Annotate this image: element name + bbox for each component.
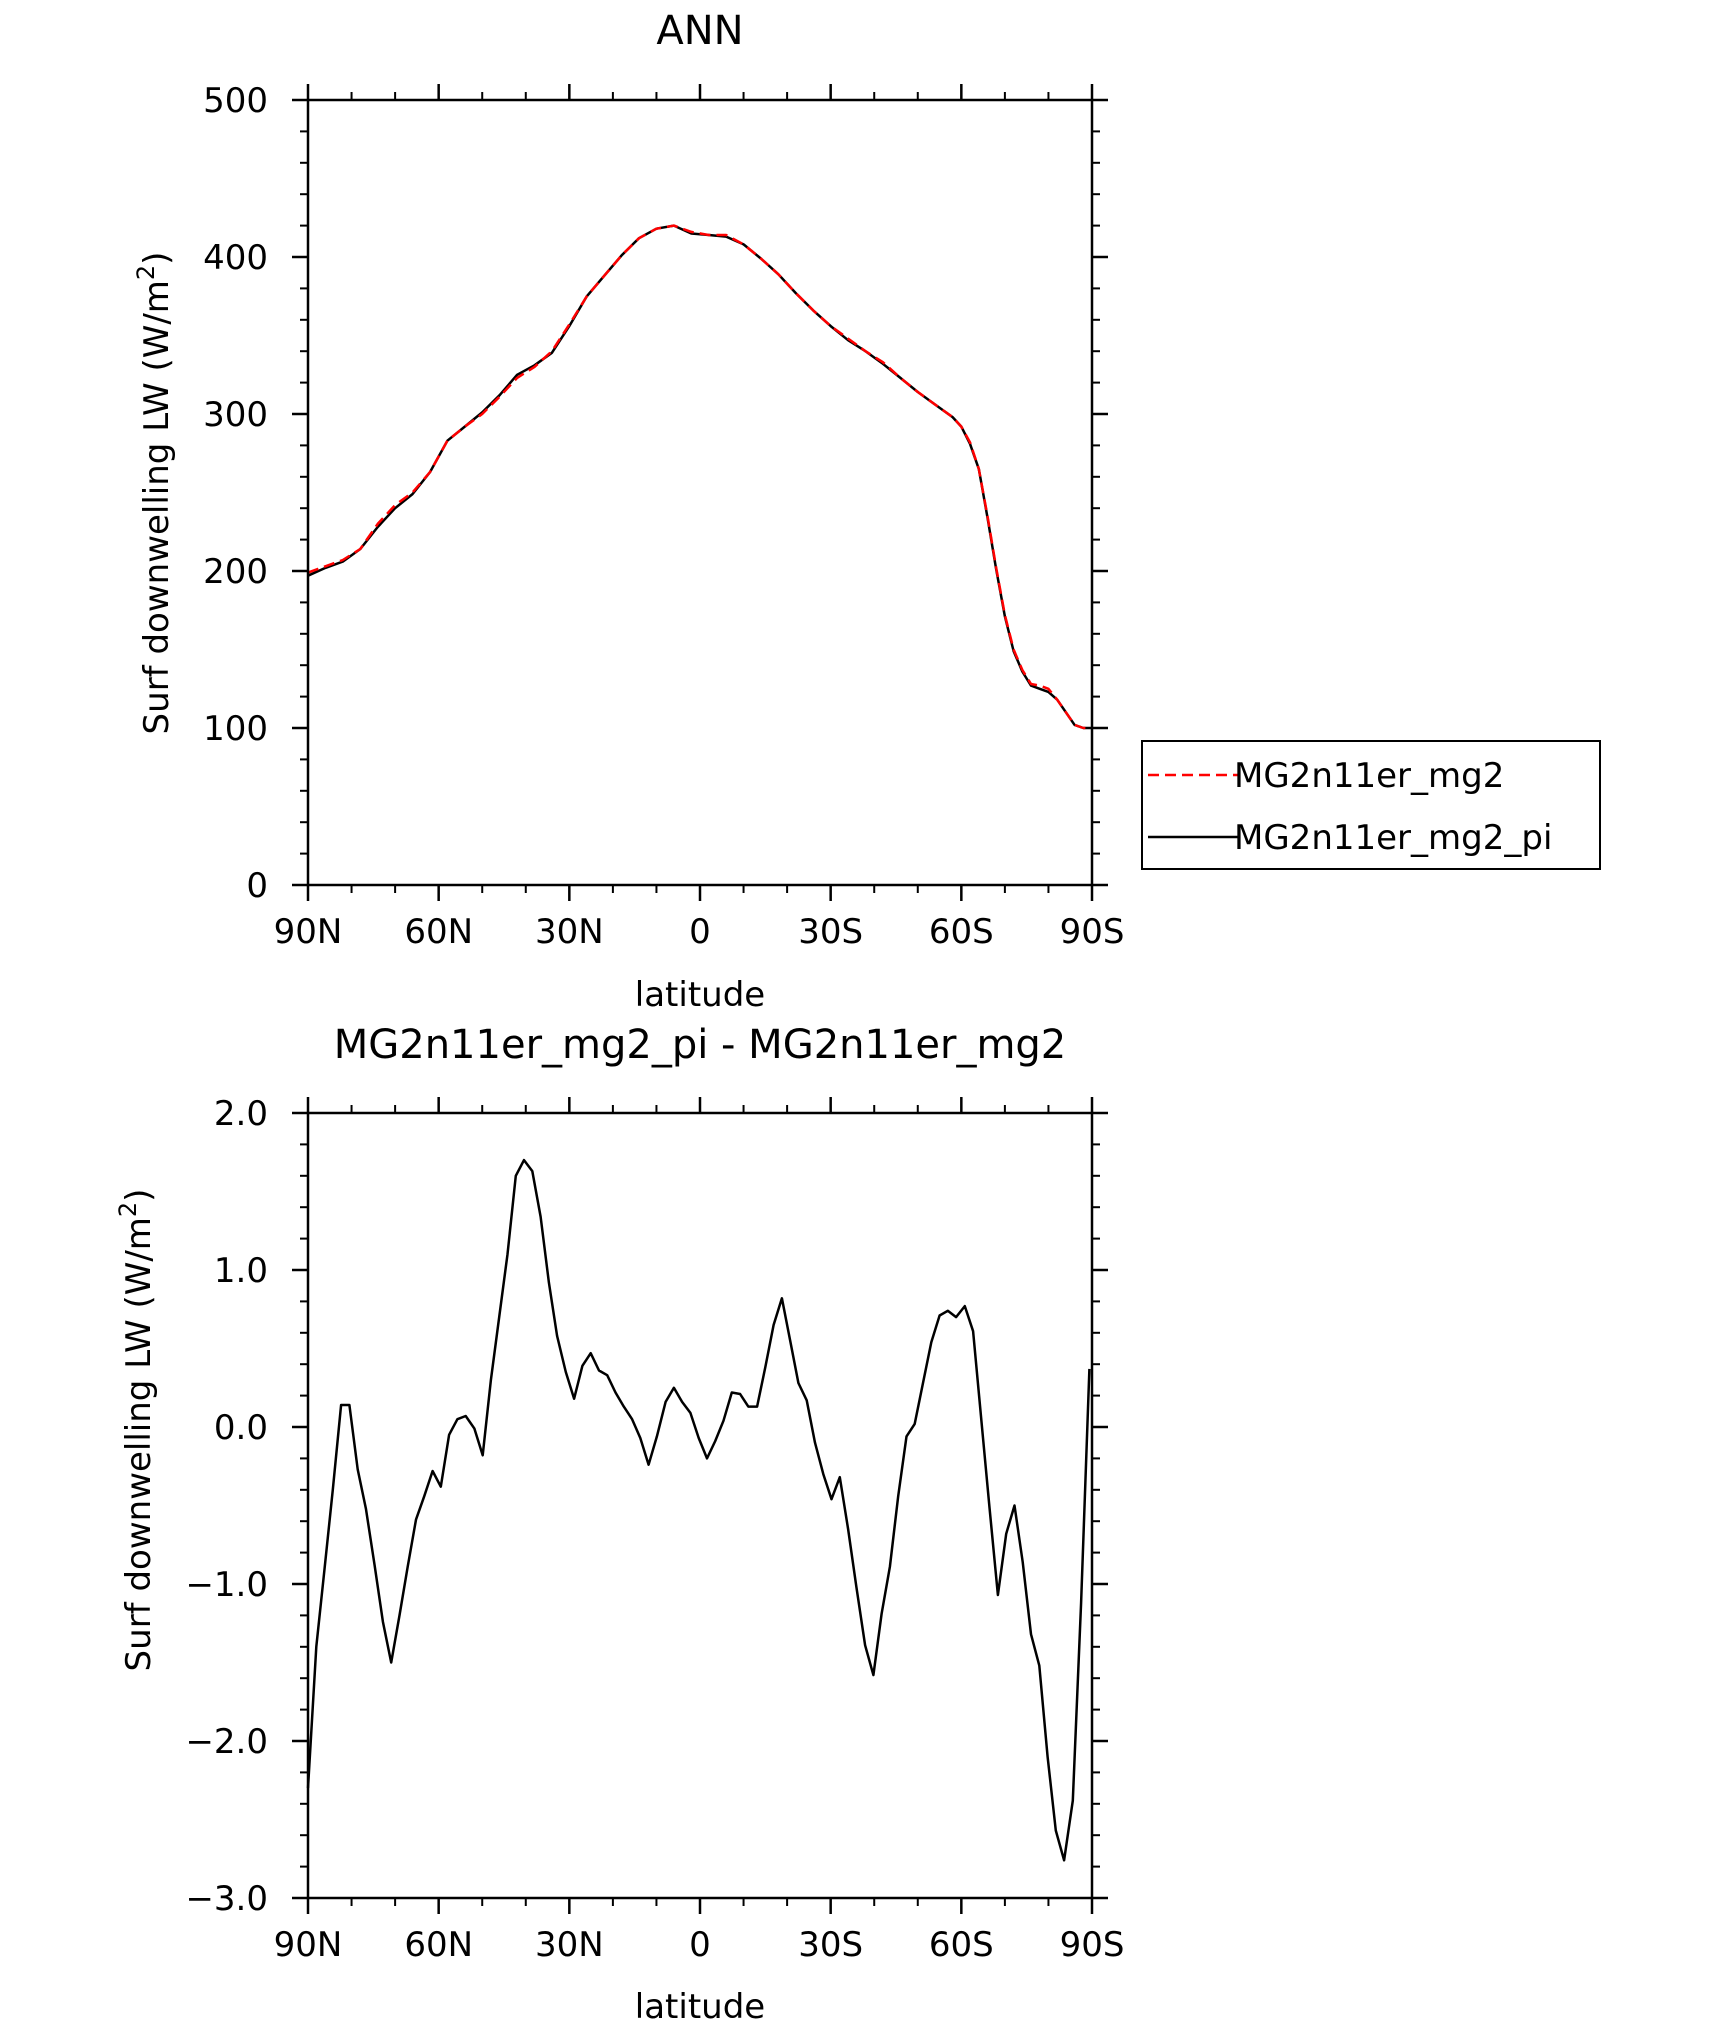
bottom-y-axis-label: Surf downwelling LW (W/m2) [114, 1189, 159, 1672]
bottom-chart-title: MG2n11er_mg2_pi - MG2n11er_mg2 [334, 1022, 1067, 1068]
bottom-y-tick-label: 1.0 [214, 1251, 268, 1291]
bottom-x-tick-label: 60N [404, 1925, 473, 1965]
legend-label-mg2-pi: MG2n11er_mg2_pi [1234, 818, 1552, 858]
bottom-series-lines [306, 1158, 1091, 1862]
bottom-x-tick-label: 0 [689, 1925, 711, 1965]
top-y-tick-label: 100 [203, 709, 268, 749]
bottom-y-tick-label: −3.0 [185, 1879, 268, 1919]
top-x-tick-label: 60S [929, 912, 994, 952]
top-chart-title: ANN [656, 8, 743, 54]
top-x-tick-label: 30S [798, 912, 863, 952]
top-plot-frame [306, 98, 1094, 887]
top-y-axis-label: Surf downwelling LW (W/m2) [132, 252, 177, 735]
top-y-axis-label-tail: ) [137, 252, 177, 265]
top-ticks [292, 84, 1108, 901]
bottom-y-axis-label-tail: ) [119, 1189, 159, 1202]
bottom-y-axis-label-main: Surf downwelling LW (W/m [119, 1217, 159, 1671]
top-y-axis-label-sup: 2 [132, 265, 160, 280]
top-series-lines [307, 224, 1092, 730]
bottom-x-tick-label: 60S [929, 1925, 994, 1965]
bottom-x-axis-label: latitude [635, 1987, 765, 2021]
top-tick-labels: 90N 60N 30N 0 30S 60S 90S 0 100 200 300 400 500 [203, 81, 1124, 952]
top-y-tick-label: 300 [203, 395, 268, 435]
bottom-x-tick-label: 90N [274, 1925, 343, 1965]
top-y-tick-label: 0 [246, 866, 268, 906]
bottom-y-tick-label: 2.0 [214, 1094, 268, 1134]
bottom-ticks [292, 1097, 1108, 1914]
legend-label-mg2: MG2n11er_mg2 [1234, 756, 1504, 796]
bottom-y-tick-label: −1.0 [185, 1565, 268, 1605]
bottom-x-tick-label: 90S [1060, 1925, 1125, 1965]
bottom-plot-frame [306, 1111, 1094, 1900]
bottom-y-tick-label: 0.0 [214, 1408, 268, 1448]
bottom-x-tick-label: 30N [535, 1925, 604, 1965]
top-y-tick-label: 200 [203, 552, 268, 592]
top-y-tick-label: 500 [203, 81, 268, 121]
bottom-x-tick-label: 30S [798, 1925, 863, 1965]
bottom-y-axis-label-sup: 2 [114, 1202, 142, 1217]
top-x-axis-label: latitude [635, 975, 765, 1015]
bottom-series-line-0 [306, 1158, 1091, 1862]
top-x-tick-label: 60N [404, 912, 473, 952]
top-x-tick-label: 0 [689, 912, 711, 952]
legend: MG2n11er_mg2 MG2n11er_mg2_pi [1141, 740, 1601, 870]
bottom-panel: MG2n11er_mg2_pi - MG2n11er_mg2 90N 60N 30N… [114, 1022, 1124, 2021]
top-x-tick-label: 90S [1060, 912, 1125, 952]
top-y-axis-label-main: Surf downwelling LW (W/m [137, 280, 177, 734]
bottom-tick-labels: 90N 60N 30N 0 30S 60S 90S −3.0 −2.0 −1.0 0.0 1.0 2.0 [185, 1094, 1124, 1965]
top-x-tick-label: 30N [535, 912, 604, 952]
legend-box [1141, 740, 1601, 870]
bottom-y-tick-label: −2.0 [185, 1722, 268, 1762]
top-y-tick-label: 400 [203, 238, 268, 278]
top-x-tick-label: 90N [274, 912, 343, 952]
top-series-line-0 [307, 224, 1092, 730]
top-panel: ANN 90N 60N 30N 0 30S 60S 90S0100200300400500 … [132, 8, 1601, 1015]
